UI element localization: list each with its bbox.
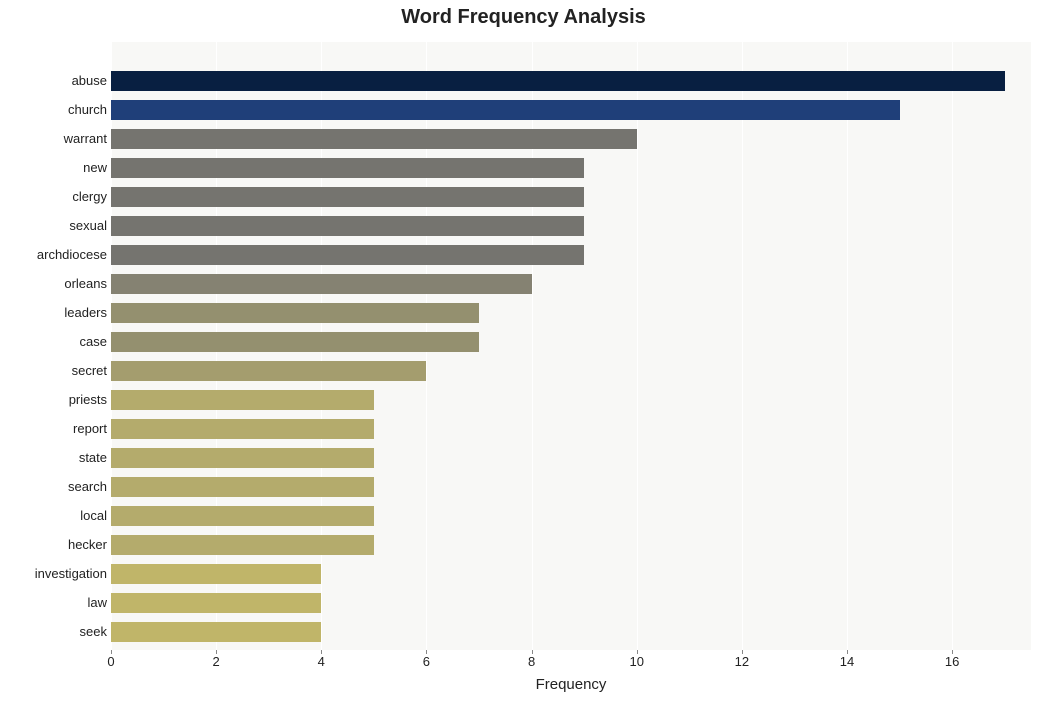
bar-row: [111, 129, 637, 149]
bar: [111, 100, 900, 120]
x-tick-label: 6: [423, 654, 430, 669]
bar-row: [111, 448, 374, 468]
bar: [111, 506, 374, 526]
gridline: [952, 42, 953, 650]
bar-row: [111, 593, 321, 613]
bar: [111, 129, 637, 149]
y-tick-label: archdiocese: [7, 247, 107, 262]
y-tick-label: state: [7, 450, 107, 465]
y-tick-label: search: [7, 479, 107, 494]
bar: [111, 448, 374, 468]
bar: [111, 419, 374, 439]
y-tick-label: report: [7, 421, 107, 436]
gridline: [637, 42, 638, 650]
bar-row: [111, 564, 321, 584]
x-tick-label: 14: [840, 654, 854, 669]
bar-row: [111, 274, 532, 294]
bar-row: [111, 361, 426, 381]
x-tick-label: 8: [528, 654, 535, 669]
bar: [111, 71, 1005, 91]
bar-row: [111, 303, 479, 323]
y-tick-label: leaders: [7, 305, 107, 320]
x-tick-label: 10: [629, 654, 643, 669]
bar: [111, 361, 426, 381]
x-tick-label: 4: [318, 654, 325, 669]
bar: [111, 274, 532, 294]
bar: [111, 564, 321, 584]
x-axis-title: Frequency: [111, 676, 1031, 693]
bar: [111, 390, 374, 410]
bar: [111, 477, 374, 497]
bar-row: [111, 477, 374, 497]
chart-title: Word Frequency Analysis: [0, 6, 1047, 29]
bar-row: [111, 245, 584, 265]
y-tick-label: investigation: [7, 566, 107, 581]
x-tick-label: 2: [213, 654, 220, 669]
bar-row: [111, 390, 374, 410]
bar: [111, 158, 584, 178]
bar-row: [111, 71, 1005, 91]
word-frequency-chart: Word Frequency Analysis Frequency 0 2 4 6 8 1…: [0, 0, 1047, 701]
bar-row: [111, 506, 374, 526]
gridline: [847, 42, 848, 650]
y-tick-label: case: [7, 334, 107, 349]
y-tick-label: warrant: [7, 131, 107, 146]
bar-row: [111, 100, 900, 120]
y-tick-label: local: [7, 508, 107, 523]
plot-area: [111, 42, 1031, 650]
bar: [111, 593, 321, 613]
bar-row: [111, 419, 374, 439]
bar: [111, 245, 584, 265]
y-tick-label: sexual: [7, 218, 107, 233]
x-tick-label: 12: [735, 654, 749, 669]
bar: [111, 535, 374, 555]
y-tick-label: orleans: [7, 276, 107, 291]
y-tick-label: clergy: [7, 189, 107, 204]
bar-row: [111, 622, 321, 642]
bar: [111, 187, 584, 207]
y-tick-label: priests: [7, 392, 107, 407]
y-tick-label: new: [7, 160, 107, 175]
y-tick-label: law: [7, 595, 107, 610]
bar-row: [111, 535, 374, 555]
bar: [111, 303, 479, 323]
y-tick-label: hecker: [7, 537, 107, 552]
x-tick-label: 0: [107, 654, 114, 669]
bar: [111, 332, 479, 352]
bar-row: [111, 187, 584, 207]
y-tick-label: church: [7, 102, 107, 117]
bar: [111, 216, 584, 236]
bar-row: [111, 332, 479, 352]
gridline: [742, 42, 743, 650]
y-tick-label: secret: [7, 363, 107, 378]
y-tick-label: abuse: [7, 73, 107, 88]
x-tick-label: 16: [945, 654, 959, 669]
bar-row: [111, 158, 584, 178]
bar: [111, 622, 321, 642]
y-tick-label: seek: [7, 624, 107, 639]
bar-row: [111, 216, 584, 236]
